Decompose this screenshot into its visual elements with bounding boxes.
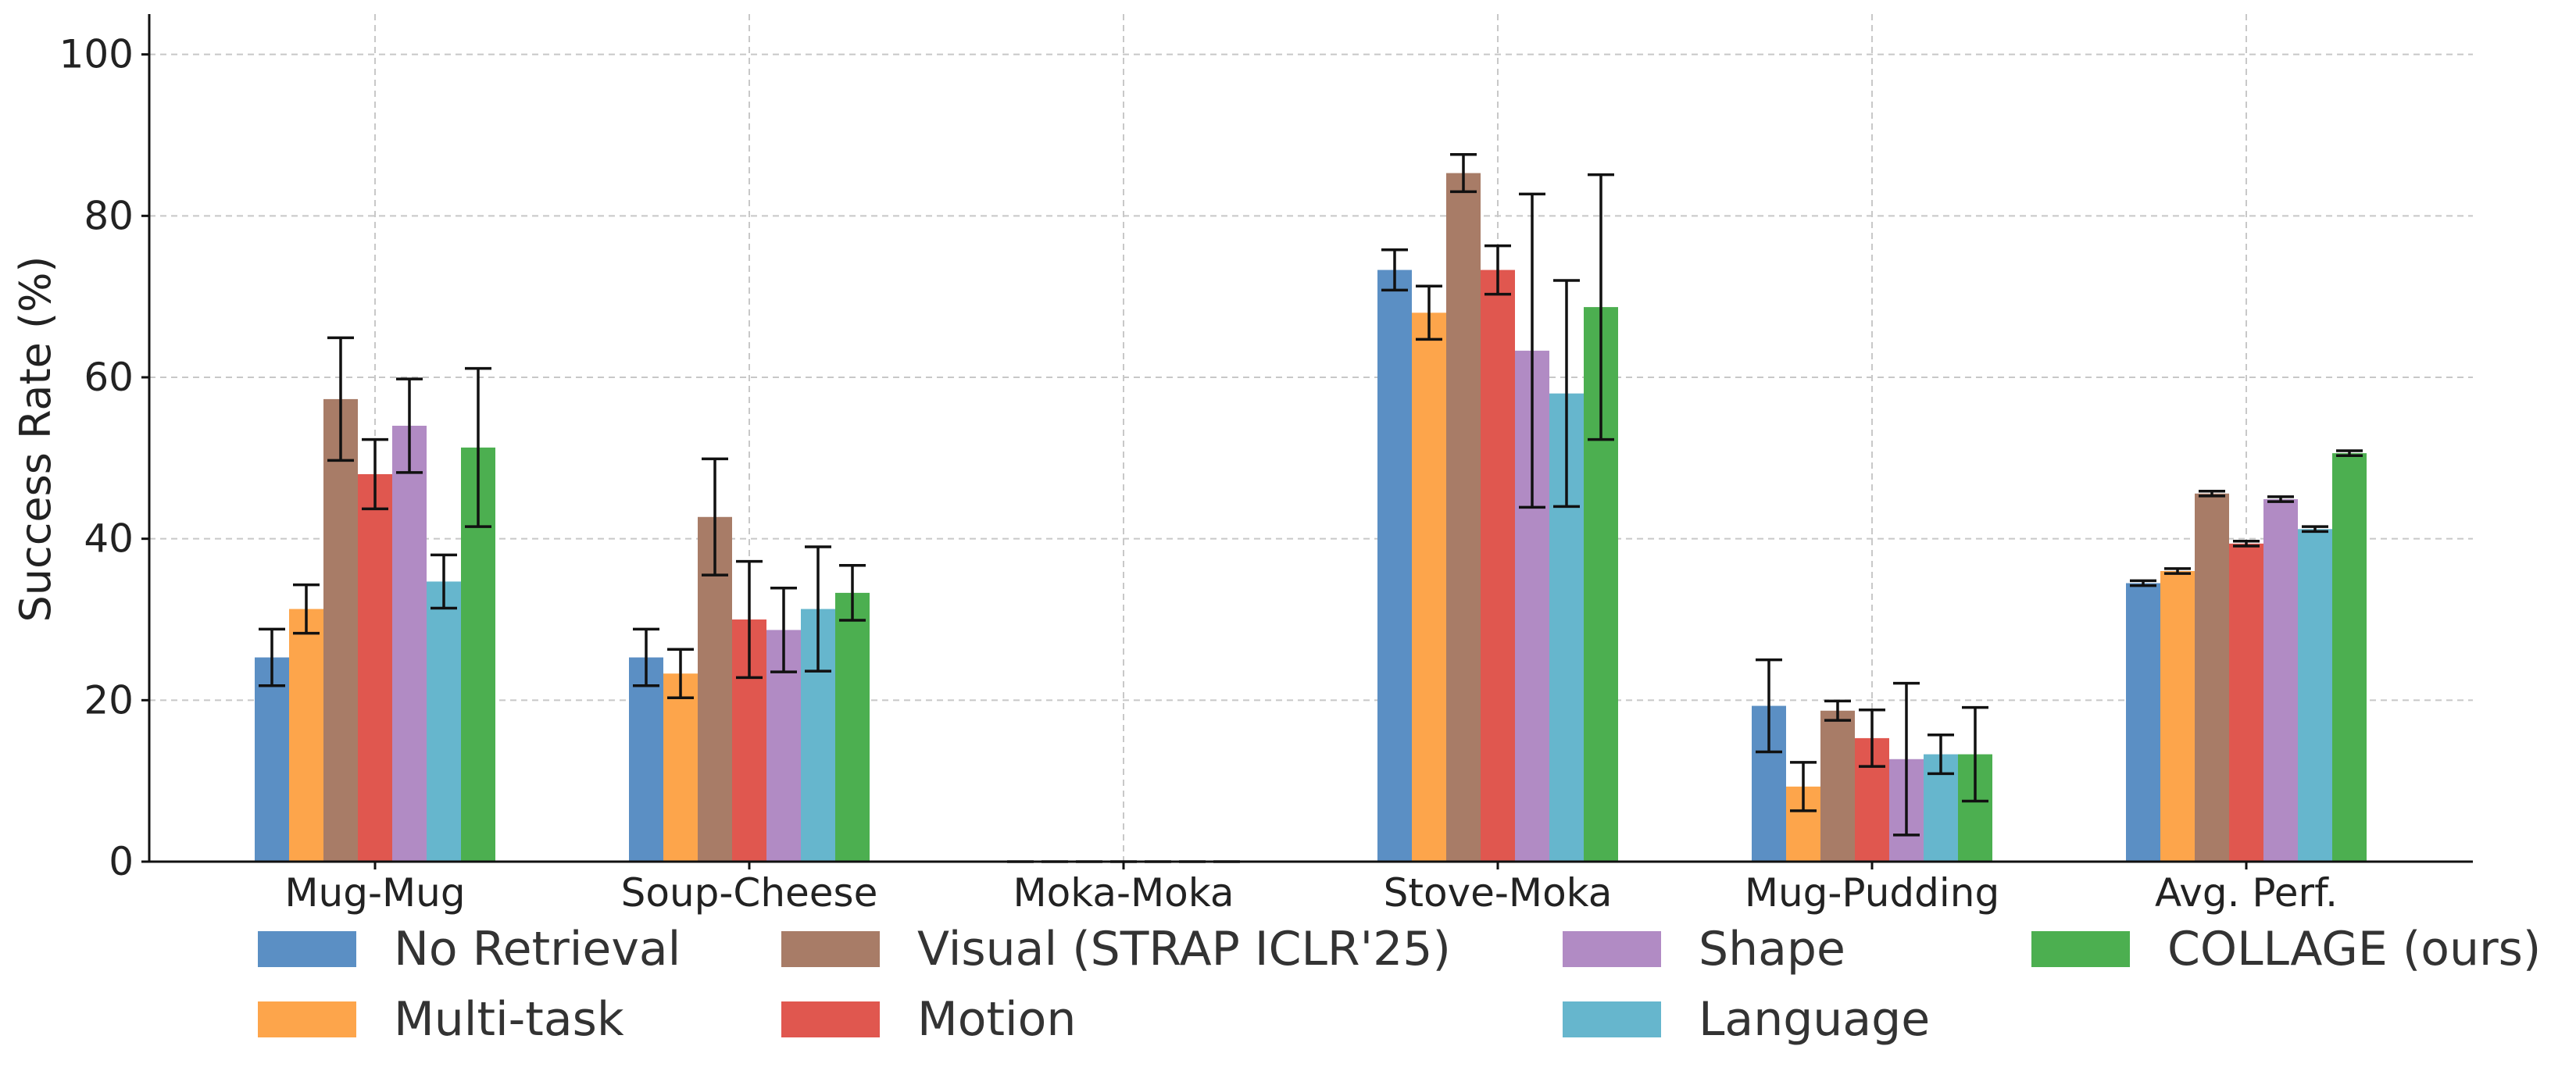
grid (149, 14, 2473, 862)
legend-item: COLLAGE (ours) (2031, 914, 2541, 984)
bar (2160, 571, 2195, 862)
bar (2263, 499, 2298, 862)
y-tick-label: 100 (59, 32, 134, 77)
bar (1412, 312, 1446, 862)
legend-item: Multi-task (258, 984, 624, 1055)
bar (2126, 583, 2160, 862)
bar (255, 657, 289, 862)
legend-label: Language (1699, 992, 1931, 1047)
bar (2298, 529, 2332, 862)
bar (1446, 173, 1481, 862)
legend-item: Language (1563, 984, 1930, 1055)
legend-label: Motion (917, 992, 1077, 1047)
y-tick-label: 20 (84, 677, 134, 723)
legend-swatch (2031, 931, 2130, 967)
bar (289, 609, 323, 862)
bar (392, 426, 427, 862)
legend-swatch (781, 931, 880, 967)
legend-swatch (258, 931, 356, 967)
legend-label: COLLAGE (ours) (2167, 922, 2542, 976)
x-tick-label: Soup-Cheese (621, 870, 878, 916)
legend-swatch (781, 1001, 880, 1037)
bar (1820, 710, 1855, 862)
legend-label: Visual (STRAP ICLR'25) (917, 922, 1451, 976)
legend-label: No Retrieval (394, 922, 681, 976)
x-tick-label: Mug-Pudding (1745, 870, 1999, 916)
x-tick-label: Mug-Mug (284, 870, 465, 916)
bar (2195, 493, 2229, 862)
y-tick-label: 80 (84, 193, 134, 238)
y-axis-label: Success Rate (%) (11, 256, 60, 623)
tick-labels: 0 20 40 60 80 100 Mug-Mug Soup-Cheese Moka-Moka S… (59, 32, 2338, 916)
bar (427, 581, 461, 862)
legend-label: Shape (1699, 922, 1845, 976)
legend-item: Visual (STRAP ICLR'25) (781, 914, 1451, 984)
bar (2332, 453, 2367, 862)
x-tick-label: Avg. Perf. (2155, 870, 2338, 916)
y-tick-label: 40 (84, 516, 134, 562)
legend-swatch (1563, 931, 1661, 967)
legend-swatch (1563, 1001, 1661, 1037)
bar (629, 657, 663, 862)
y-tick-label: 60 (84, 355, 134, 400)
legend-item: Motion (781, 984, 1076, 1055)
error-bars (259, 153, 2363, 863)
legend-item: Shape (1563, 914, 1845, 984)
legend-label: Multi-task (394, 992, 624, 1047)
bars (255, 173, 2367, 862)
legend: No Retrieval Multi-task Visual (STRAP ICLR… (258, 914, 2571, 1055)
bar (2229, 543, 2263, 862)
axes (141, 14, 2473, 869)
bar (1481, 270, 1515, 862)
bar (1377, 270, 1412, 862)
bar (323, 398, 358, 862)
legend-item: No Retrieval (258, 914, 681, 984)
bar (835, 592, 870, 862)
x-tick-label: Stove-Moka (1384, 870, 1613, 916)
x-tick-label: Moka-Moka (1013, 870, 1234, 916)
legend-swatch (258, 1001, 356, 1037)
bar (663, 673, 698, 862)
bar (358, 474, 392, 862)
y-tick-label: 0 (109, 839, 134, 884)
